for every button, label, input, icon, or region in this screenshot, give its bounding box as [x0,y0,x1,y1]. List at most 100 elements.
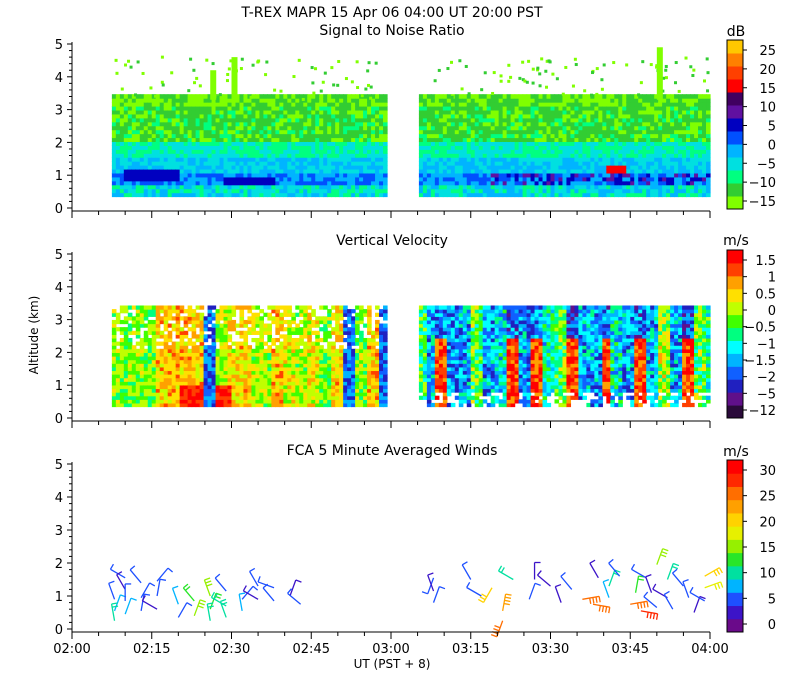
snr-cell [179,141,185,146]
snr-cell [379,113,384,119]
snr-cell [678,105,683,111]
velocity-cell [255,312,261,317]
snr-cell [654,133,659,139]
snr-cell [203,153,209,158]
velocity-cell [223,388,229,393]
snr-cell [279,125,284,131]
snr-cell [614,98,619,103]
velocity-cell [183,377,189,382]
snr-cell [315,117,320,123]
snr-cell [183,133,189,139]
snr-cell [255,165,261,170]
snr-cell [319,149,324,154]
snr-cell [211,184,217,190]
velocity-cell [247,363,253,368]
snr-cell [458,141,464,146]
snr-cell [263,149,268,154]
snr-cell [303,168,308,174]
snr-cell [610,161,615,166]
snr-cell [438,141,444,146]
velocity-cell [239,348,245,353]
snr-cell [267,121,272,127]
snr-cell [638,157,643,162]
velocity-cell [195,305,201,310]
snr-cell [702,184,707,190]
snr-cell [462,117,468,123]
snr-cell [371,109,376,115]
snr-cell [642,125,647,131]
snr-cell [522,192,528,198]
snr-cell [283,180,288,186]
snr-cell [267,145,272,150]
velocity-cell [135,399,141,404]
snr-cell [275,137,280,143]
snr-cell [255,157,261,162]
snr-cell [454,172,460,178]
snr-cell [662,113,667,119]
snr-cell [207,153,213,158]
snr-cell [698,184,703,190]
snr-cell [127,137,133,143]
snr-cell [163,121,169,127]
snr-speck [369,96,373,100]
snr-cell [295,113,300,119]
snr-cell [207,102,213,107]
snr-cell [542,125,548,131]
velocity-cell [155,374,161,379]
velocity-cell [139,374,145,379]
snr-cell [666,157,671,162]
snr-cell [482,129,488,135]
snr-cell [674,98,679,103]
snr-cell [434,165,440,170]
snr-cell [454,109,460,115]
velocity-cell [131,388,137,393]
velocity-cell [219,363,225,368]
velocity-cell [231,327,237,332]
velocity-cell [251,374,257,379]
snr-cell [111,129,117,135]
snr-cell [462,188,468,194]
snr-cell [702,125,707,131]
snr-cell [379,172,384,178]
snr-cell [694,161,699,166]
snr-cell [239,153,245,158]
snr-cell [582,188,587,194]
snr-cell [566,109,572,115]
snr-cell [111,176,117,182]
snr-cell [614,117,619,123]
snr-cell [534,172,540,178]
snr-cell [622,184,627,190]
snr-cell [139,129,145,135]
snr-cell [275,105,280,111]
snr-cell [422,184,428,190]
velocity-cell [191,330,197,335]
snr-cell [498,94,504,99]
snr-cell [670,121,675,127]
snr-cell [283,133,288,139]
snr-cell [426,133,432,139]
velocity-cell [223,381,229,386]
snr-cell [183,102,189,107]
snr-cell [626,172,631,178]
snr-cell [550,188,556,194]
snr-cell [331,192,336,198]
snr-cell [207,165,213,170]
snr-cell [554,113,560,119]
snr-cell [662,137,667,143]
velocity-cell [111,356,117,361]
velocity-cell [219,316,225,321]
snr-cell [662,165,667,170]
velocity-cell [215,374,221,379]
snr-cell [534,157,540,162]
snr-cell [430,109,436,115]
snr-cell [690,157,695,162]
snr-cell [646,153,651,158]
snr-cell [115,129,121,135]
snr-cell [315,165,320,170]
velocity-cell [163,377,169,382]
velocity-cell [187,356,193,361]
snr-cell [706,176,711,182]
snr-cell [187,125,193,131]
velocity-cell [123,384,129,390]
snr-cell [167,192,173,198]
